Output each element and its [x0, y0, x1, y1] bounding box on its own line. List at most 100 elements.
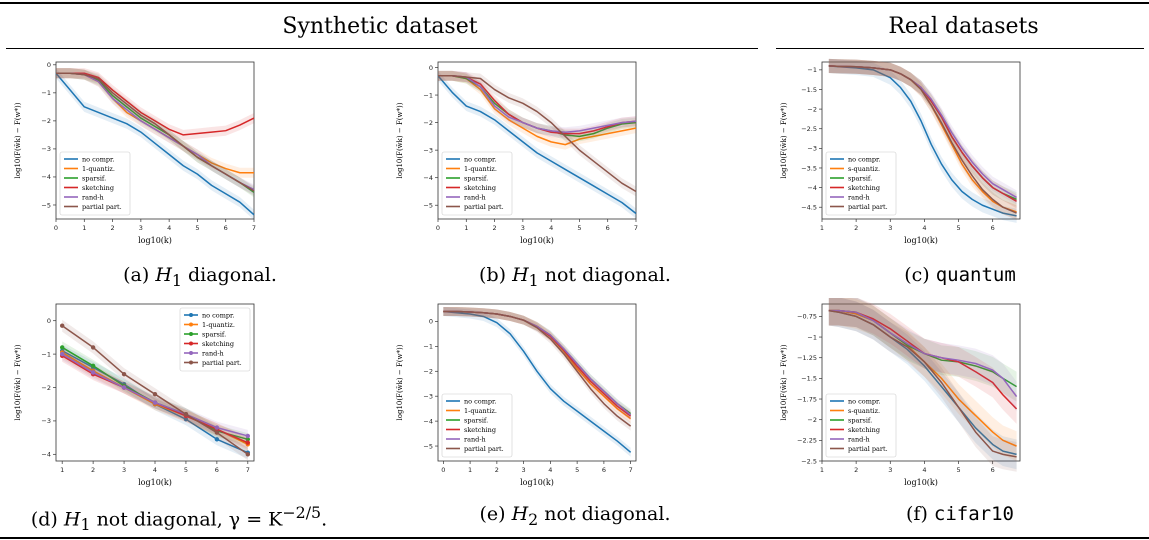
x-tick-label: 3 — [888, 224, 892, 232]
point-rand-h — [59, 351, 65, 357]
line-partial-part — [56, 72, 255, 192]
band-sparsif — [443, 306, 631, 419]
legend: no compr. 1-quantiz.sparsif. sketchingrand… — [59, 151, 131, 216]
line-no-compr — [437, 75, 637, 215]
x-tick-label: 7 — [629, 466, 633, 474]
caption-e-tail: not diagonal. — [538, 503, 671, 525]
caption-f-mono: cifar10 — [933, 503, 1014, 525]
y-tick-label: −1.25 — [797, 354, 817, 362]
y-tick-label: −3 — [423, 393, 433, 401]
real-header: Real datasets — [888, 14, 1039, 39]
x-tick-label: 6 — [991, 224, 995, 232]
series-no-compr — [55, 68, 255, 220]
point-sketching — [245, 440, 251, 445]
line-no-compr — [55, 72, 255, 216]
y-tick-label: −2 — [41, 117, 51, 125]
caption-f: (f) cifar10 — [860, 503, 1060, 525]
panel-b: 0 1 2 3 4 5 6 7 0 −1 −2 −3 −4 −5 log10(k) log10(F(w̄k) … — [392, 56, 642, 251]
x-axis-label: log10(k) — [904, 478, 938, 487]
y-tick-label: −2.5 — [801, 125, 817, 133]
point-sparsif — [90, 363, 96, 368]
x-axis-label: log10(k) — [138, 478, 172, 487]
panel-c: 1 2 3 4 5 6 −1 −1.5 −2 −2.5 −3 −3.5 −4 −4.5 log10(k) lo… — [776, 56, 1026, 251]
chart-b: 0 1 2 3 4 5 6 7 0 −1 −2 −3 −4 −5 log10(k) log10(F(w̄k) … — [396, 61, 638, 245]
band-rand-h — [443, 306, 631, 420]
band-s-quantiz — [828, 58, 1017, 219]
y-tick-label: 0 — [47, 61, 51, 69]
x-tick-label: 7 — [252, 224, 256, 232]
x-tick-label: 1 — [82, 224, 86, 232]
x-tick-label: 5 — [184, 466, 188, 474]
y-tick-label: −1 — [807, 333, 817, 341]
caption-d-tail: not diagonal, γ = K — [90, 508, 283, 531]
x-tick-label: 1 — [820, 466, 824, 474]
x-tick-label: 2 — [854, 224, 858, 232]
y-tick-label: −4 — [41, 451, 51, 459]
y-axis-label: log10(F(w̄k) − F(w*)) — [780, 344, 788, 420]
panel-f: 1 2 3 4 5 6 −0.75 −1 −1.25 −1.5 −1.75 −2 −2.25 −2.5 lo… — [776, 298, 1026, 493]
legend-label-sketching: sketching — [848, 426, 880, 434]
band-1-quantiz — [62, 346, 248, 451]
legend-label-1-quantiz: 1-quantiz. — [202, 321, 235, 329]
caption-b-tail: not diagonal. — [538, 264, 671, 286]
y-tick-label: −1 — [423, 91, 433, 99]
band-partial-part — [62, 319, 248, 461]
line-rand-h — [438, 75, 637, 133]
caption-e-sub: 2 — [528, 509, 539, 529]
y-tick-label: −3 — [807, 145, 817, 153]
caption-c-lead: (c) — [904, 264, 936, 286]
y-tick-label: 0 — [429, 64, 433, 72]
y-tick-label: −3 — [41, 145, 51, 153]
y-tick-label: −2 — [423, 368, 433, 376]
caption-b: (b) H1 not diagonal. — [460, 264, 690, 290]
y-axis-label: log10(F(w̄k) − F(w*)) — [14, 102, 22, 178]
band-no-compr — [828, 298, 1017, 470]
line-sketching — [56, 72, 255, 136]
legend-label-partial-part: partial part. — [464, 445, 504, 453]
y-tick-label: −2 — [423, 119, 433, 127]
header-rule-synthetic — [6, 48, 758, 49]
x-tick-label: 6 — [602, 466, 606, 474]
band-partial-part — [56, 68, 254, 197]
x-axis-label: log10(k) — [904, 236, 938, 245]
bottom-rule — [0, 537, 1149, 539]
legend: no compr. s-quantiz.sparsif. sketchingrand… — [825, 393, 897, 458]
legend-label-sparsif: sparsif. — [848, 416, 872, 424]
y-tick-label: −1.75 — [797, 395, 817, 403]
x-tick-label: 2 — [91, 466, 95, 474]
caption-d-lead: (d) — [30, 508, 64, 531]
legend-label-no-compr: no compr. — [848, 397, 881, 405]
x-tick-label: 6 — [991, 466, 995, 474]
point-partial-part — [152, 391, 158, 397]
x-tick-label: 0 — [436, 224, 440, 232]
caption-a-lead: (a) — [123, 264, 156, 286]
legend-marker-no-compr — [189, 313, 193, 317]
legend-label-no-compr: no compr. — [82, 155, 115, 163]
caption-a-math: H — [155, 264, 172, 286]
line-rand-h — [828, 309, 1018, 397]
line-no-compr — [828, 65, 1017, 217]
y-tick-label: −3 — [423, 146, 433, 154]
y-axis-label: log10(F(w̄k) − F(w*)) — [14, 344, 22, 420]
series-partial-part — [438, 70, 637, 197]
legend-marker-1-quantiz — [189, 322, 193, 327]
caption-a: (a) H1 diagonal. — [100, 264, 300, 290]
band-1-quantiz — [56, 68, 254, 178]
caption-d-end: . — [321, 508, 328, 531]
band-sketching — [443, 306, 631, 421]
band-partial-part — [443, 306, 631, 431]
legend-label-sparsif: sparsif. — [464, 174, 488, 182]
band-sparsif — [62, 341, 248, 446]
line-partial-part — [828, 309, 1017, 458]
caption-e-math: H — [511, 503, 529, 525]
top-rule — [0, 2, 1149, 4]
legend-label-no-compr: no compr. — [202, 311, 235, 319]
series-rand-h — [438, 70, 637, 138]
legend-label-rand-h: rand-h — [464, 193, 486, 201]
y-tick-label: −0.75 — [797, 313, 817, 321]
legend-label-sketching: sketching — [82, 184, 114, 192]
caption-c: (c) quantum — [860, 264, 1060, 286]
point-sparsif — [245, 437, 251, 442]
point-sparsif — [59, 345, 65, 350]
series-partial-part — [828, 298, 1017, 472]
